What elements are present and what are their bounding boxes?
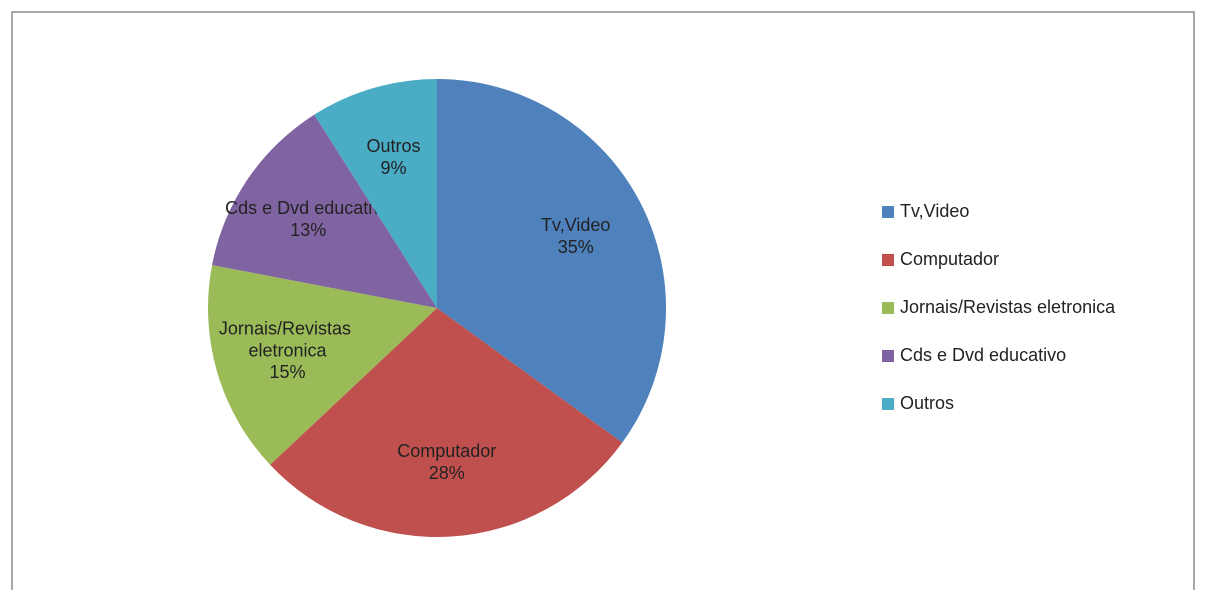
data-label-value: 35% xyxy=(558,237,594,257)
data-label-value: 9% xyxy=(381,158,407,178)
data-label-name: Tv,Video xyxy=(541,215,610,235)
pie-slice xyxy=(212,114,437,309)
legend-label: Tv,Video xyxy=(900,201,969,221)
data-label-value: 28% xyxy=(429,463,465,483)
pie-slice xyxy=(437,79,666,443)
data-label-name: Cds e Dvd educativo xyxy=(225,198,391,218)
legend-swatch xyxy=(882,302,894,314)
data-label-value: 13% xyxy=(290,220,326,240)
data-label-name: Outros xyxy=(367,136,421,156)
data-label-name: Computador xyxy=(397,441,496,461)
data-label-name: Jornais/Revistas eletronica xyxy=(219,318,356,360)
legend-label: Outros xyxy=(900,393,954,413)
legend-swatch xyxy=(882,350,894,362)
pie-slice xyxy=(270,308,623,538)
legend-label: Cds e Dvd educativo xyxy=(900,345,1066,365)
pie-slice xyxy=(207,265,437,465)
legend-swatch xyxy=(882,398,894,410)
chart-frame xyxy=(11,11,1195,590)
pie-slice xyxy=(314,79,437,308)
legend-swatch xyxy=(882,254,894,266)
legend-swatch xyxy=(882,206,894,218)
legend-label: Jornais/Revistas eletronica xyxy=(900,297,1116,317)
data-label-value: 15% xyxy=(269,362,305,382)
legend-label: Computador xyxy=(900,249,999,269)
